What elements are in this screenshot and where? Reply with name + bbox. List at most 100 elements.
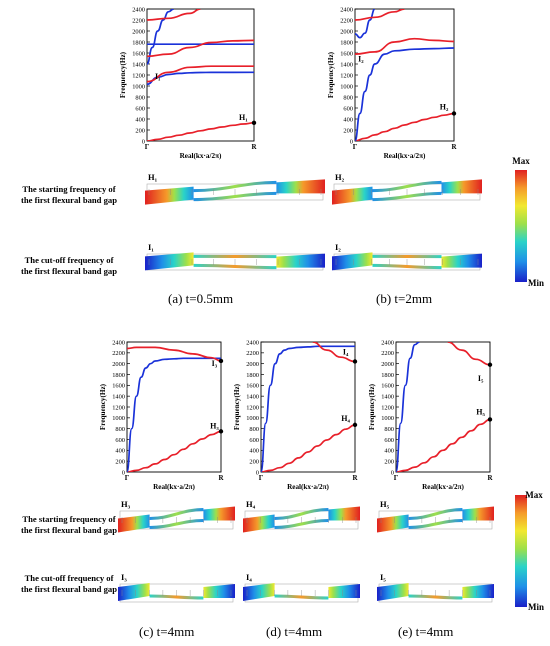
mode-shape-8: I₄ <box>243 572 360 603</box>
y-tick-label: 2000 <box>132 28 145 35</box>
mode-label: I₁ <box>148 242 154 252</box>
row-label-start-bottom: The starting frequency of the first flex… <box>0 514 144 536</box>
deformed-left-block <box>118 514 150 533</box>
y-tick-label: 2000 <box>112 361 125 368</box>
x-tick-label: Γ <box>353 143 358 151</box>
ligament-bottom <box>274 519 329 529</box>
point-annotation: I₃ <box>212 359 218 368</box>
colorbar-max-label: Max <box>512 156 530 166</box>
y-axis-label: Frequency(Hz) <box>99 383 107 430</box>
y-tick-label: 800 <box>343 94 353 101</box>
caption-d: (d) t=4mm <box>266 624 323 639</box>
deformed-right-block <box>276 253 325 268</box>
y-tick-label: 1200 <box>381 404 394 411</box>
data-point-marker <box>451 111 457 116</box>
y-tick-label: 1400 <box>132 61 145 68</box>
ligament-bottom <box>193 263 277 270</box>
deformed-right-block <box>203 584 235 598</box>
y-tick-label: 1000 <box>132 83 145 90</box>
y-tick-label: 2200 <box>381 350 394 357</box>
y-tick-label: 1600 <box>112 383 125 390</box>
y-tick-label: 1200 <box>132 72 145 79</box>
mode-label: I₄ <box>246 572 252 582</box>
ligament-top <box>372 180 442 193</box>
y-tick-label: 1600 <box>132 50 145 57</box>
y-tick-label: 400 <box>115 448 125 455</box>
y-tick-label: 800 <box>115 426 125 433</box>
mode-shape-4: H₅ <box>377 499 494 533</box>
y-tick-label: 1400 <box>246 394 259 401</box>
colorbar-min-label: Min <box>528 278 544 288</box>
plot-frame <box>126 341 222 473</box>
mode-label: H₃ <box>121 499 131 509</box>
deformed-right-block <box>203 506 235 521</box>
y-tick-label: 800 <box>135 94 145 101</box>
y-tick-label: 0 <box>350 138 353 145</box>
y-tick-label: 600 <box>343 105 353 112</box>
band-line-blue <box>261 345 355 472</box>
y-tick-label: 200 <box>115 459 125 466</box>
band-line-blue <box>147 9 174 65</box>
y-tick-label: 1600 <box>340 50 353 57</box>
y-tick-label: 1800 <box>132 39 145 46</box>
deformed-right-block <box>328 506 360 521</box>
mode-shapes: H₁ H₂ H₃ H₄ H₅ I₁ I₂ I₃ I₄ I₅ <box>118 172 494 603</box>
y-tick-label: 2000 <box>381 361 394 368</box>
point-annotation: I₄ <box>343 347 349 356</box>
deformed-left-block <box>377 514 409 533</box>
deformed-right-block <box>441 179 482 194</box>
colorbar-min-label: Min <box>528 602 544 612</box>
mode-shape-2: H₃ <box>118 499 235 533</box>
y-tick-label: 800 <box>384 426 394 433</box>
y-tick-label: 2200 <box>132 17 145 24</box>
y-tick-label: 1800 <box>112 372 125 379</box>
deformed-left-block <box>118 583 150 601</box>
x-axis-label: Real(kx·a/2π) <box>180 152 222 160</box>
series-group <box>396 342 490 472</box>
mode-shape-5: I₁ <box>145 242 325 271</box>
band-line-red <box>127 346 221 362</box>
chart-3: 0 200 400 600 800 1000 1200 1400 1600 1800 2000 220… <box>233 339 358 491</box>
deformed-left-block <box>332 186 373 205</box>
ligament-bottom <box>193 191 277 202</box>
ligament-top <box>149 508 204 520</box>
y-axis-label: Frequency(Hz) <box>368 383 376 430</box>
y-tick-label: 0 <box>142 138 145 145</box>
x-axis-label: Real(kx·a/2π) <box>384 152 426 160</box>
y-tick-label: 1600 <box>381 383 394 390</box>
deformed-left-block <box>145 186 194 205</box>
band-line-red <box>447 342 490 366</box>
y-axis-label: Frequency(Hz) <box>327 51 335 98</box>
band-line-blue <box>147 71 254 86</box>
ligament-bottom <box>149 519 204 529</box>
band-line-red <box>396 418 490 472</box>
row-label-cutoff-bottom: The cut-off frequency of the first flexu… <box>0 573 144 595</box>
colorbar-top: Max Min <box>512 156 544 288</box>
y-tick-label: 0 <box>256 469 259 476</box>
y-tick-label: 800 <box>249 426 259 433</box>
data-point-marker <box>487 417 493 422</box>
y-tick-label: 600 <box>249 437 259 444</box>
data-point-marker <box>218 358 224 364</box>
band-line-blue <box>396 342 420 472</box>
y-tick-label: 200 <box>343 127 353 134</box>
band-line-red <box>261 424 355 472</box>
y-tick-label: 1800 <box>381 372 394 379</box>
mode-label: I₂ <box>335 242 341 252</box>
mode-shape-3: H₄ <box>243 499 360 533</box>
y-tick-label: 2200 <box>112 350 125 357</box>
mode-label: H₅ <box>380 499 390 509</box>
y-tick-label: 1800 <box>246 372 259 379</box>
band-line-blue <box>127 357 221 472</box>
ligament-bottom <box>149 594 204 600</box>
band-structure-charts: 0200400600800100012001400160018002000220… <box>99 6 493 491</box>
band-line-red <box>355 37 454 55</box>
deformed-right-block <box>441 253 482 268</box>
mode-shape-0: H₁ <box>145 172 325 205</box>
y-tick-label: 200 <box>384 459 394 466</box>
y-tick-label: 2000 <box>246 361 259 368</box>
data-point-marker <box>251 120 257 126</box>
band-line-red <box>147 39 254 58</box>
band-line-red <box>147 9 201 21</box>
y-tick-label: 400 <box>384 448 394 455</box>
